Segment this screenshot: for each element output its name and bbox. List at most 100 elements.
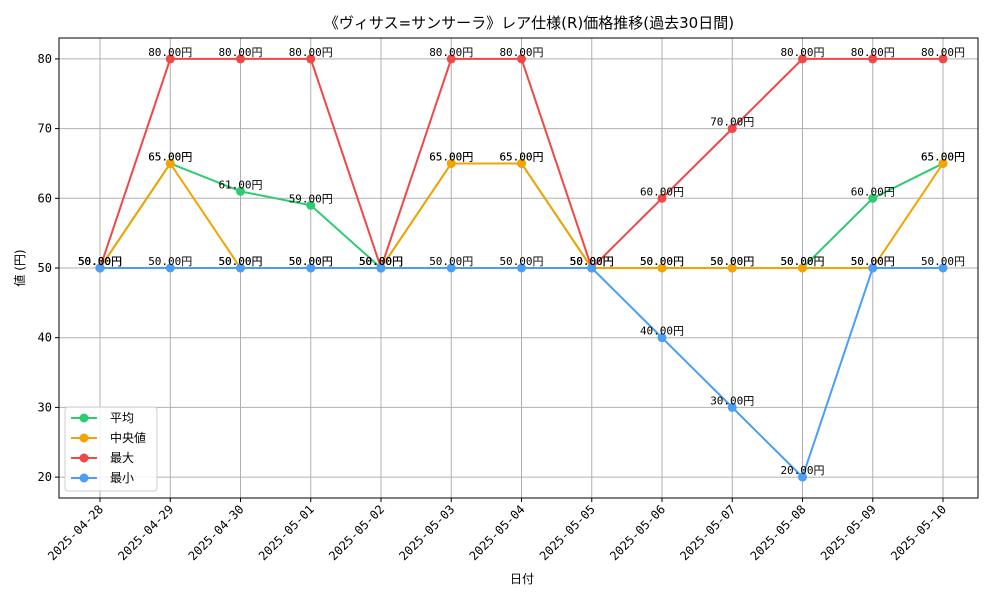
data-point <box>446 263 456 273</box>
data-label: 50.00円 <box>359 255 403 268</box>
legend-label: 平均 <box>110 411 134 425</box>
legend-item: 最小 <box>71 471 134 485</box>
data-label: 50.00円 <box>710 255 754 268</box>
data-label: 80.00円 <box>851 46 895 59</box>
data-point <box>306 54 316 64</box>
data-label: 80.00円 <box>148 46 192 59</box>
data-point <box>95 263 105 273</box>
x-axis-label: 日付 <box>510 572 534 586</box>
data-point <box>165 263 175 273</box>
data-label: 50.00円 <box>921 255 965 268</box>
x-tick-label: 2025-05-08 <box>748 502 809 563</box>
x-tick-label: 2025-05-04 <box>467 502 528 563</box>
x-tick-label: 2025-04-28 <box>45 502 106 563</box>
data-point <box>446 54 456 64</box>
data-label: 80.00円 <box>780 46 824 59</box>
data-label: 80.00円 <box>921 46 965 59</box>
data-label: 65.00円 <box>429 150 473 163</box>
data-label: 20.00円 <box>780 464 824 477</box>
data-label: 65.00円 <box>921 150 965 163</box>
data-point <box>868 193 878 203</box>
data-label: 65.00円 <box>148 150 192 163</box>
data-point <box>868 54 878 64</box>
data-label: 50.00円 <box>570 255 614 268</box>
data-point <box>938 263 948 273</box>
data-point <box>517 54 526 64</box>
y-tick-label: 30 <box>38 400 52 414</box>
data-label: 50.00円 <box>78 255 122 268</box>
data-point <box>517 263 526 273</box>
x-tick-label: 2025-05-05 <box>537 502 598 563</box>
y-tick-label: 80 <box>38 52 52 66</box>
data-point <box>446 158 456 168</box>
data-label: 50.00円 <box>429 255 473 268</box>
data-point <box>306 263 316 273</box>
data-point <box>376 263 386 273</box>
data-label: 50.00円 <box>851 255 895 268</box>
data-point <box>236 54 245 64</box>
data-point <box>657 193 667 203</box>
data-labels: 50.00円 65.00円 61.00円 59.00円 50.00円 65.00円 65.0… <box>78 46 965 477</box>
data-label: 50.00円 <box>780 255 824 268</box>
data-point <box>727 263 737 273</box>
data-label: 50.00円 <box>78 255 122 268</box>
y-tick-label: 20 <box>38 470 52 484</box>
data-label: 50.00円 <box>710 255 754 268</box>
data-label: 50.00円 <box>780 255 824 268</box>
data-label: 70.00円 <box>710 116 754 129</box>
legend-box <box>64 406 158 492</box>
data-label: 80.00円 <box>289 46 333 59</box>
legend-item: 最大 <box>71 451 134 465</box>
y-tick-label: 40 <box>38 331 52 345</box>
data-point <box>798 54 807 64</box>
legend-item: 中央値 <box>71 430 146 445</box>
data-label: 65.00円 <box>148 150 192 163</box>
x-tick-label: 2025-04-30 <box>186 502 247 563</box>
data-point <box>657 263 667 273</box>
legend-item: 平均 <box>71 411 134 425</box>
data-label: 50.00円 <box>640 255 684 268</box>
data-label: 60.00円 <box>640 185 684 198</box>
x-tick-label: 2025-05-02 <box>326 502 387 563</box>
data-point <box>798 263 807 273</box>
x-tick-label: 2025-05-10 <box>888 502 949 563</box>
x-tick-label: 2025-05-07 <box>677 502 738 563</box>
data-label: 50.00円 <box>289 255 333 268</box>
data-label: 65.00円 <box>921 150 965 163</box>
data-label: 60.00円 <box>851 185 895 198</box>
data-label: 50.00円 <box>499 255 543 268</box>
chart-title: 《ヴィサス=サンサーラ》レア仕様(R)価格推移(過去30日間) <box>324 14 734 32</box>
data-point <box>798 472 807 482</box>
data-label: 50.00円 <box>78 255 122 268</box>
data-point <box>868 263 878 273</box>
data-label: 30.00円 <box>710 394 754 407</box>
data-label: 50.00円 <box>359 255 403 268</box>
x-axis: 2025-04-28 2025-04-29 2025-04-30 2025-05-01… <box>45 498 949 563</box>
data-label: 40.00円 <box>640 325 684 338</box>
data-label: 50.00円 <box>359 255 403 268</box>
data-point <box>727 124 737 134</box>
data-label: 61.00円 <box>218 178 262 191</box>
data-point <box>236 263 245 273</box>
series-lines <box>95 54 948 482</box>
data-point <box>938 54 948 64</box>
x-tick-label: 2025-05-09 <box>818 502 879 563</box>
data-label: 65.00円 <box>499 150 543 163</box>
legend-marker <box>79 433 89 443</box>
data-label: 50.00円 <box>570 255 614 268</box>
data-label: 65.00円 <box>499 150 543 163</box>
x-tick-label: 2025-04-29 <box>115 502 176 563</box>
x-tick-label: 2025-05-01 <box>256 502 317 563</box>
x-tick-label: 2025-05-06 <box>607 502 668 563</box>
y-axis-label: 値 (円) <box>12 249 27 286</box>
data-label: 50.00円 <box>218 255 262 268</box>
data-label: 65.00円 <box>429 150 473 163</box>
y-tick-label: 50 <box>38 261 52 275</box>
data-label: 80.00円 <box>429 46 473 59</box>
legend-label: 最小 <box>110 471 134 485</box>
y-axis: 20 30 40 50 60 70 80 <box>38 52 59 484</box>
data-point <box>657 333 667 343</box>
data-label: 50.00円 <box>78 255 122 268</box>
